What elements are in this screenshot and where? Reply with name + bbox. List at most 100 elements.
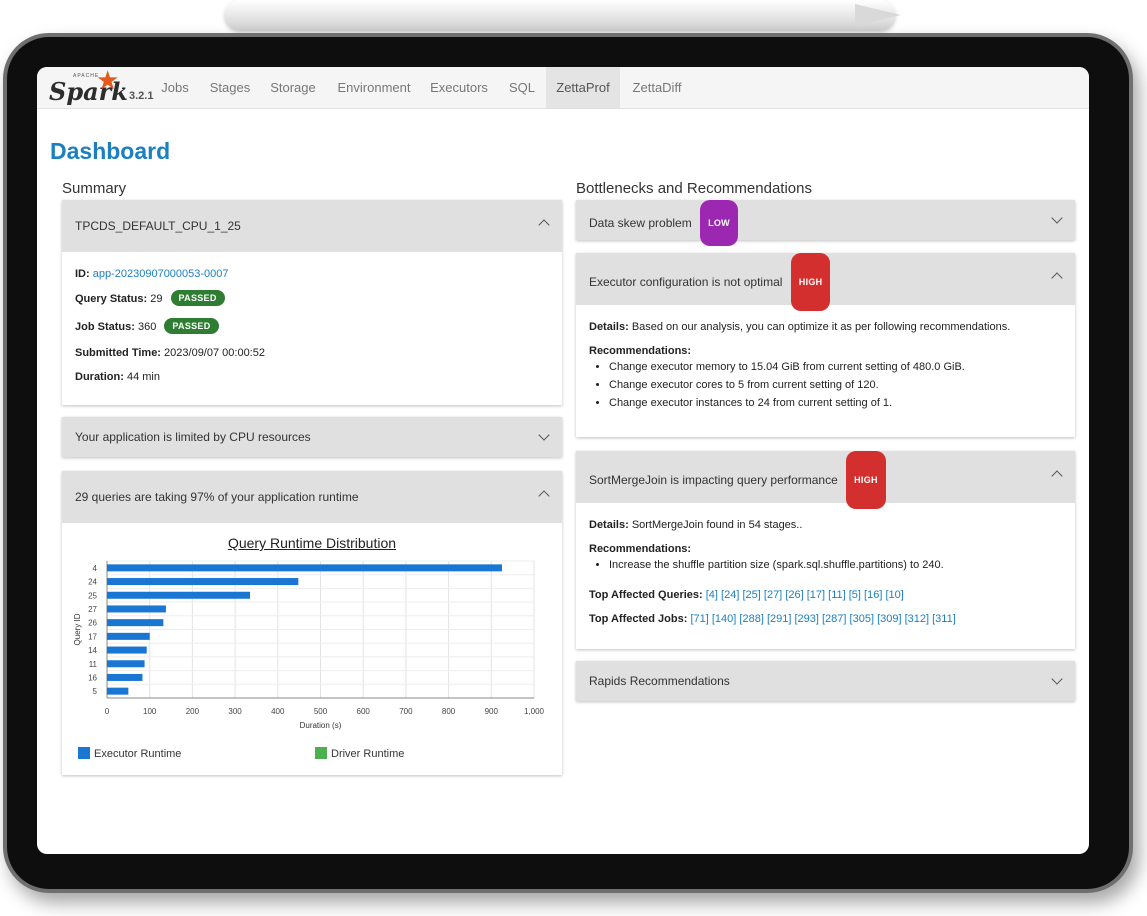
chevron-up-icon[interactable] — [1051, 272, 1063, 284]
skew-title: Data skew problem — [589, 216, 692, 230]
y-tick-label: 4 — [93, 564, 98, 573]
legend-swatch-executor — [78, 747, 90, 759]
chevron-up-icon[interactable] — [538, 490, 550, 502]
job-link[interactable]: [287] — [822, 613, 847, 625]
stylus-tip — [855, 4, 901, 26]
y-tick-label: 14 — [88, 646, 97, 655]
tab-environment[interactable]: Environment — [337, 80, 411, 95]
duration-value: 44 min — [126, 371, 160, 383]
x-axis-title: Duration (s) — [300, 721, 342, 730]
job-link[interactable]: [140] — [711, 613, 737, 625]
app-id-link[interactable]: app-20230907000053-0007 — [92, 268, 229, 280]
bar — [107, 578, 299, 586]
job-link[interactable]: [71] — [690, 613, 709, 625]
job-link[interactable]: [293] — [794, 613, 819, 625]
tab-stages[interactable]: Stages — [209, 80, 251, 95]
smj-panel: SortMergeJoin is impacting query perform… — [576, 451, 1075, 649]
spark-version: 3.2.1 — [129, 90, 154, 102]
cpu-panel[interactable]: Your application is limited by CPU resou… — [62, 417, 562, 457]
rapids-panel[interactable]: Rapids Recommendations — [576, 661, 1075, 701]
tab-zettaprof[interactable]: ZettaProf — [546, 67, 620, 108]
job-link[interactable]: [311] — [932, 613, 956, 625]
tab-zettadiff[interactable]: ZettaDiff — [632, 80, 682, 95]
app-summary-header[interactable]: TPCDS_DEFAULT_CPU_1_25 — [62, 200, 562, 252]
details-label: Details: — [589, 321, 629, 333]
app-name: TPCDS_DEFAULT_CPU_1_25 — [75, 219, 241, 233]
legend-label-driver: Driver Runtime — [331, 748, 405, 760]
status-badge: PASSED — [164, 318, 219, 334]
query-link[interactable]: [26] — [785, 589, 804, 601]
skew-panel[interactable]: Data skew problem LOW — [576, 200, 1075, 246]
submitted-row: Submitted Time: 2023/09/07 00:00:52 — [75, 347, 265, 359]
bar — [107, 673, 143, 681]
query-link[interactable]: [25] — [742, 589, 761, 601]
x-tick-label: 500 — [314, 707, 328, 716]
summary-heading: Summary — [62, 180, 127, 197]
job-link[interactable]: [305] — [849, 613, 874, 625]
chart-title: Query Runtime Distribution — [227, 535, 397, 551]
x-tick-label: 700 — [399, 707, 413, 716]
runtime-panel-title: 29 queries are taking 97% of your applic… — [75, 490, 359, 504]
affected-queries-row: Top Affected Queries: [4] [24] [25] [27]… — [589, 589, 904, 601]
y-tick-label: 16 — [88, 673, 97, 682]
executor-panel-header[interactable]: Executor configuration is not optimal HI… — [576, 253, 1075, 311]
skew-panel-header[interactable]: Data skew problem LOW — [576, 200, 1075, 246]
bar — [107, 605, 166, 613]
query-link[interactable]: [4] — [705, 589, 718, 601]
tab-jobs[interactable]: Jobs — [161, 80, 189, 95]
stylus — [225, 0, 895, 30]
chevron-down-icon[interactable] — [1051, 673, 1063, 685]
star-icon: ★ — [96, 67, 120, 95]
bar — [107, 687, 129, 695]
job-link[interactable]: [312] — [904, 613, 930, 625]
query-link[interactable]: [10] — [885, 589, 904, 601]
tab-executors[interactable]: Executors — [430, 80, 488, 95]
app-id-label: ID: — [75, 268, 90, 280]
query-link[interactable]: [16] — [864, 589, 883, 601]
x-tick-label: 900 — [485, 707, 499, 716]
submitted-label: Submitted Time: — [75, 347, 161, 359]
query-status-row: Query Status: 29 PASSED — [75, 290, 225, 306]
spark-logo[interactable]: APACHE Spark ★ 3.2.1 — [49, 67, 159, 106]
tab-storage[interactable]: Storage — [270, 80, 316, 95]
page-title: Dashboard — [50, 138, 171, 164]
legend-executor[interactable]: Executor Runtime — [78, 747, 181, 760]
severity-badge: HIGH — [790, 253, 831, 311]
query-link[interactable]: [24] — [721, 589, 740, 601]
cpu-panel-title: Your application is limited by CPU resou… — [75, 430, 311, 444]
list-item: Change executor cores to 5 from current … — [609, 379, 965, 397]
tab-sql[interactable]: SQL — [508, 80, 535, 95]
job-link[interactable]: [309] — [877, 613, 902, 625]
smj-recommendations-list: Increase the shuffle partition size (spa… — [576, 559, 944, 577]
job-link[interactable]: [291] — [766, 613, 792, 625]
job-link[interactable]: [288] — [739, 613, 764, 625]
runtime-panel-header[interactable]: 29 queries are taking 97% of your applic… — [62, 471, 562, 523]
legend-driver[interactable]: Driver Runtime — [315, 747, 404, 760]
list-item: Change executor instances to 24 from cur… — [609, 397, 965, 415]
chevron-up-icon[interactable] — [538, 219, 550, 231]
severity-badge: HIGH — [846, 451, 886, 509]
query-status-label: Query Status: — [75, 293, 148, 305]
rapids-panel-header[interactable]: Rapids Recommendations — [576, 661, 1075, 701]
duration-row: Duration: 44 min — [75, 371, 160, 383]
chevron-down-icon[interactable] — [1051, 212, 1063, 224]
query-link[interactable]: [17] — [806, 589, 826, 601]
query-link[interactable]: [27] — [763, 589, 783, 601]
chevron-up-icon[interactable] — [1051, 470, 1063, 482]
chevron-down-icon[interactable] — [538, 429, 550, 441]
smj-panel-header[interactable]: SortMergeJoin is impacting query perform… — [576, 451, 1075, 509]
query-link[interactable]: [5] — [848, 589, 861, 601]
query-link[interactable]: [11] — [828, 589, 846, 601]
submitted-value: 2023/09/07 00:00:52 — [164, 347, 265, 359]
job-status-row: Job Status: 360 PASSED — [75, 318, 219, 334]
cpu-panel-header[interactable]: Your application is limited by CPU resou… — [62, 417, 562, 457]
recommendations-label: Recommendations: — [589, 345, 692, 357]
bar — [107, 632, 150, 640]
y-axis-title: Query ID — [73, 613, 82, 645]
y-tick-label: 26 — [88, 619, 97, 628]
app-summary-panel: TPCDS_DEFAULT_CPU_1_25 ID: app-202309070… — [62, 200, 562, 405]
runtime-panel: 29 queries are taking 97% of your applic… — [62, 471, 562, 775]
y-tick-label: 11 — [89, 660, 98, 669]
job-status-value: 360 — [137, 321, 157, 333]
x-tick-label: 0 — [105, 707, 110, 716]
